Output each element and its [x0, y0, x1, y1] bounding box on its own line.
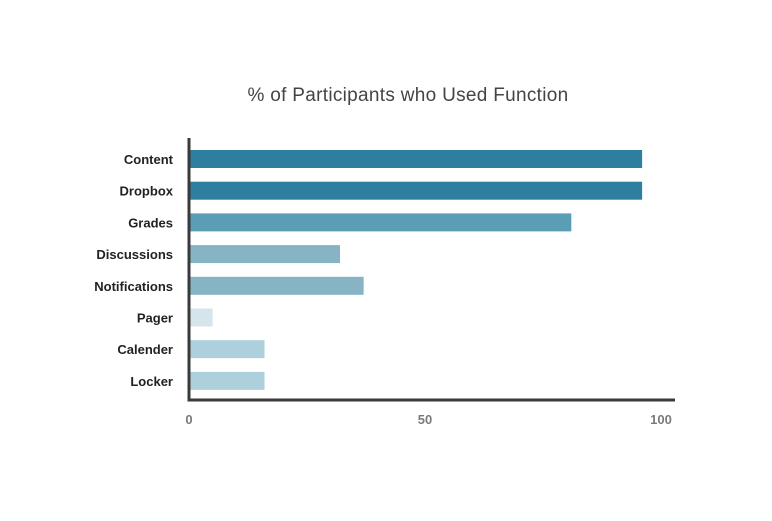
x-tick-labels: 0 50 100	[185, 412, 671, 427]
axes	[187, 138, 675, 402]
x-tick-label-100: 100	[650, 412, 672, 427]
x-tick-label-0: 0	[185, 412, 192, 427]
category-label-notifications: Notifications	[94, 279, 173, 294]
bar-locker	[189, 371, 265, 390]
category-labels: Content Dropbox Grades Discussions Notificat…	[94, 152, 173, 389]
category-label-discussions: Discussions	[96, 247, 173, 262]
bar-content	[189, 150, 643, 168]
bar-discussions	[189, 245, 341, 264]
bar-pager	[189, 308, 213, 327]
category-label-content: Content	[124, 152, 174, 167]
x-tick-label-50: 50	[418, 412, 432, 427]
bar-calender	[189, 340, 265, 359]
bar-grades	[189, 213, 572, 232]
category-label-calender: Calender	[117, 342, 173, 357]
bar-dropbox	[189, 181, 643, 200]
category-label-locker: Locker	[130, 374, 173, 389]
category-label-dropbox: Dropbox	[120, 184, 174, 199]
bars-layer	[189, 150, 643, 390]
category-label-grades: Grades	[128, 215, 173, 230]
chart-title: % of Participants who Used Function	[248, 85, 569, 106]
category-label-pager: Pager	[137, 311, 173, 326]
bar-notifications	[189, 276, 364, 295]
